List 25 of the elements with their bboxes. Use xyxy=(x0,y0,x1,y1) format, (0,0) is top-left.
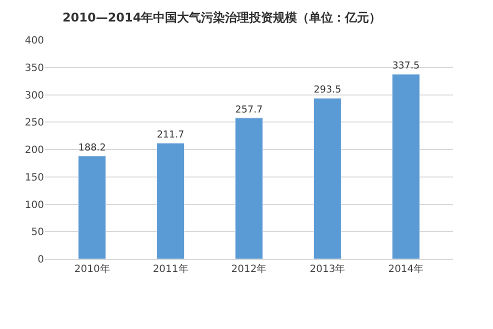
y-tick-label: 400 xyxy=(24,36,44,46)
y-tick-label: 50 xyxy=(31,227,44,238)
x-tick-label: 2014年 xyxy=(388,263,424,275)
y-tick-label: 350 xyxy=(24,62,44,74)
data-label: 293.5 xyxy=(314,84,342,96)
bar xyxy=(392,74,420,259)
x-tick-label: 2013年 xyxy=(310,263,346,275)
y-tick-label: 150 xyxy=(24,172,44,184)
data-label: 211.7 xyxy=(156,129,184,140)
bar xyxy=(156,142,185,259)
y-tick-label: 0 xyxy=(38,254,44,266)
bar xyxy=(235,118,263,259)
x-tick-label: 2010年 xyxy=(74,263,110,275)
chart-title: 2010—2014年中国大气污染治理投资规模（单位：亿元） xyxy=(62,10,382,25)
y-tick-label: 250 xyxy=(24,118,44,129)
data-label: 257.7 xyxy=(235,104,263,116)
y-tick-label: 200 xyxy=(24,145,44,156)
data-label: 188.2 xyxy=(78,142,106,154)
x-tick-label: 2011年 xyxy=(152,263,188,275)
bar xyxy=(313,98,342,259)
x-tick-label: 2012年 xyxy=(231,263,267,275)
y-tick-label: 100 xyxy=(24,200,44,211)
bar xyxy=(78,156,106,259)
y-tick-label: 300 xyxy=(24,90,44,102)
data-label: 337.5 xyxy=(392,60,420,72)
